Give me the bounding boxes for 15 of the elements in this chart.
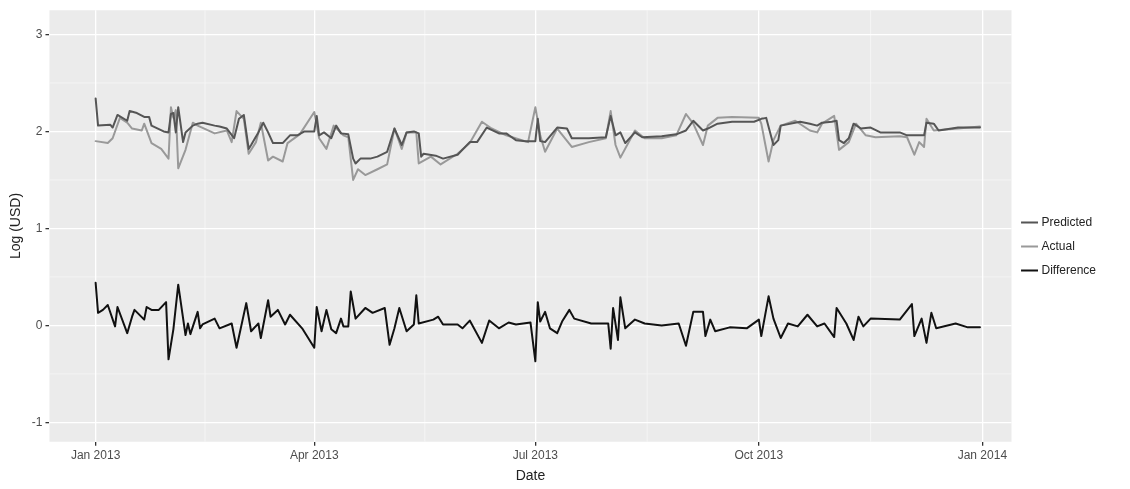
- x-tick-label: Jan 2013: [70, 448, 121, 463]
- legend-label: Predicted: [1041, 214, 1093, 229]
- x-axis-title: Date: [515, 467, 546, 484]
- y-tick-label: 2: [35, 123, 43, 138]
- y-tick-label: 1: [35, 220, 43, 235]
- x-tick-label: Jul 2013: [512, 448, 559, 463]
- y-tick-label: -1: [31, 414, 43, 429]
- legend-label: Actual: [1041, 238, 1075, 253]
- y-tick-label: 3: [35, 26, 43, 41]
- x-tick-label: Jan 2014: [957, 448, 1008, 463]
- x-tick-label: Oct 2013: [734, 448, 784, 463]
- x-tick-label: Apr 2013: [289, 448, 339, 463]
- y-tick-label: 0: [35, 317, 43, 332]
- legend-label: Difference: [1041, 262, 1097, 277]
- y-axis-title: Log (USD): [7, 192, 24, 260]
